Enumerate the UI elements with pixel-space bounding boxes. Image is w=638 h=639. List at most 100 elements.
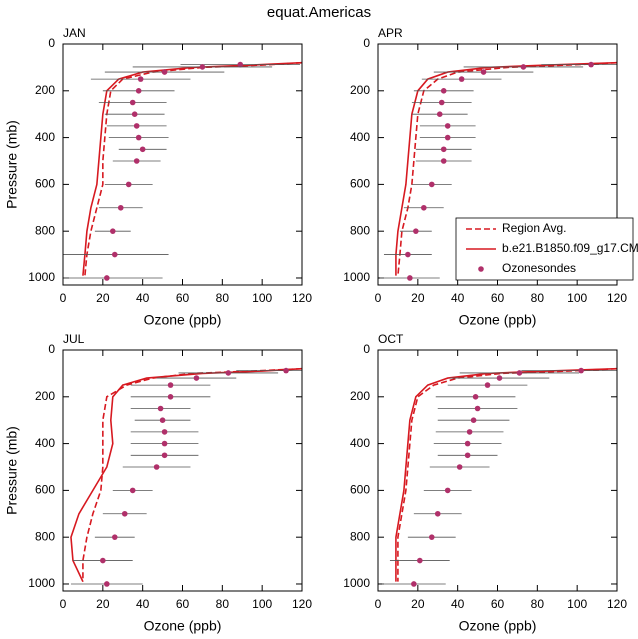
sonde-point	[109, 228, 116, 234]
x-tick-label: 60	[176, 291, 190, 305]
plot-frame	[377, 43, 618, 286]
profile-line	[395, 367, 617, 582]
x-axis-label: Ozone (ppb)	[144, 618, 222, 634]
sonde-point	[161, 440, 168, 447]
profile-line	[397, 61, 617, 276]
x-tick-label: 100	[252, 291, 272, 305]
sonde-point	[466, 429, 473, 435]
y-tick-label: 1000	[343, 270, 370, 284]
y-tick-label: 600	[350, 177, 370, 191]
sonde-point	[520, 64, 527, 70]
sonde-point	[496, 375, 503, 381]
y-tick-label: 0	[363, 342, 370, 356]
plot-area	[381, 367, 617, 587]
plot-area	[70, 367, 302, 587]
y-tick-label: 800	[350, 223, 370, 237]
sonde-point	[157, 405, 164, 412]
sonde-point	[193, 375, 200, 381]
sonde-point	[161, 429, 168, 435]
x-tick-label: 120	[292, 291, 312, 305]
sonde-point	[440, 87, 447, 94]
sonde-point	[135, 134, 142, 141]
sonde-point	[129, 99, 136, 106]
sonde-point	[133, 123, 140, 129]
sonde-point	[407, 275, 413, 281]
sonde-point	[470, 417, 477, 423]
sonde-point	[578, 367, 584, 374]
sonde-point	[225, 370, 232, 376]
sonde-point	[464, 440, 471, 447]
x-tick-label: 100	[567, 291, 587, 305]
sonde-point	[283, 367, 289, 374]
panel-title: JUL	[63, 332, 85, 346]
x-tick-label: 20	[96, 597, 110, 611]
sonde-point	[137, 76, 144, 82]
sonde-point	[104, 581, 110, 587]
y-tick-label: 600	[350, 483, 370, 497]
x-tick-label: 120	[607, 291, 627, 305]
sonde-point	[161, 69, 168, 75]
sonde-point	[104, 275, 110, 281]
sonde-point	[139, 146, 146, 153]
figure-title: equat.Americas	[267, 4, 371, 21]
sonde-point	[516, 370, 523, 376]
sonde-point	[161, 452, 168, 459]
x-axis-label: Ozone (ppb)	[459, 618, 537, 634]
sonde-point	[133, 158, 140, 164]
y-tick-label: 400	[350, 436, 370, 450]
sonde-point	[456, 464, 463, 470]
x-tick-label: 60	[491, 597, 505, 611]
x-tick-label: 80	[531, 291, 545, 305]
sonde-point	[111, 534, 118, 540]
profile-line	[82, 61, 302, 276]
sonde-point	[117, 204, 124, 211]
sonde-point	[444, 123, 451, 129]
x-tick-label: 120	[607, 597, 627, 611]
x-tick-label: 40	[136, 291, 150, 305]
sonde-point	[474, 405, 481, 412]
y-tick-label: 0	[363, 36, 370, 50]
x-tick-label: 40	[451, 597, 465, 611]
panel-title: APR	[378, 26, 403, 40]
plot-area	[63, 61, 302, 281]
plot-frame	[377, 349, 618, 592]
x-tick-label: 100	[252, 597, 272, 611]
sonde-point	[111, 251, 118, 258]
sonde-point	[100, 557, 106, 564]
legend-label: Region Avg.	[502, 221, 567, 235]
x-tick-label: 120	[292, 597, 312, 611]
sonde-point	[444, 487, 451, 494]
x-tick-label: 80	[531, 597, 545, 611]
y-tick-label: 0	[48, 36, 55, 50]
sonde-point	[129, 487, 136, 494]
y-tick-label: 1000	[28, 576, 55, 590]
sonde-point	[405, 251, 411, 258]
sonde-point	[438, 99, 445, 106]
y-tick-label: 400	[35, 436, 55, 450]
y-axis-label: Pressure (mb)	[4, 120, 20, 209]
sonde-point	[464, 452, 471, 459]
plot-area	[379, 61, 617, 281]
legend-label: Ozonesondes	[502, 261, 576, 275]
x-tick-label: 80	[216, 597, 230, 611]
x-tick-label: 0	[375, 597, 382, 611]
sonde-point	[588, 61, 594, 68]
sonde-point	[153, 464, 160, 470]
y-tick-label: 800	[350, 529, 370, 543]
x-tick-label: 0	[375, 291, 382, 305]
sonde-point	[413, 228, 419, 234]
sonde-point	[484, 382, 491, 388]
x-tick-label: 20	[411, 291, 425, 305]
profile-line	[84, 61, 302, 276]
x-tick-label: 20	[96, 291, 110, 305]
sonde-point	[440, 146, 447, 153]
x-tick-label: 60	[176, 597, 190, 611]
sonde-point	[436, 111, 443, 117]
x-axis-label: Ozone (ppb)	[459, 312, 537, 328]
sonde-point	[167, 393, 174, 400]
sonde-point	[131, 111, 138, 117]
profile-line	[397, 367, 617, 582]
y-axis-label: Pressure (mb)	[4, 426, 20, 515]
sonde-point	[440, 158, 447, 164]
